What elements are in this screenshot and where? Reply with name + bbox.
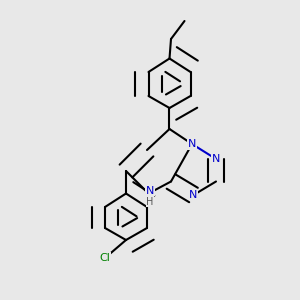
Text: N: N [212, 154, 220, 164]
Text: N: N [146, 185, 154, 196]
Text: N: N [189, 190, 198, 200]
Text: H: H [146, 197, 154, 207]
Text: Cl: Cl [100, 253, 110, 263]
Text: N: N [188, 139, 196, 149]
